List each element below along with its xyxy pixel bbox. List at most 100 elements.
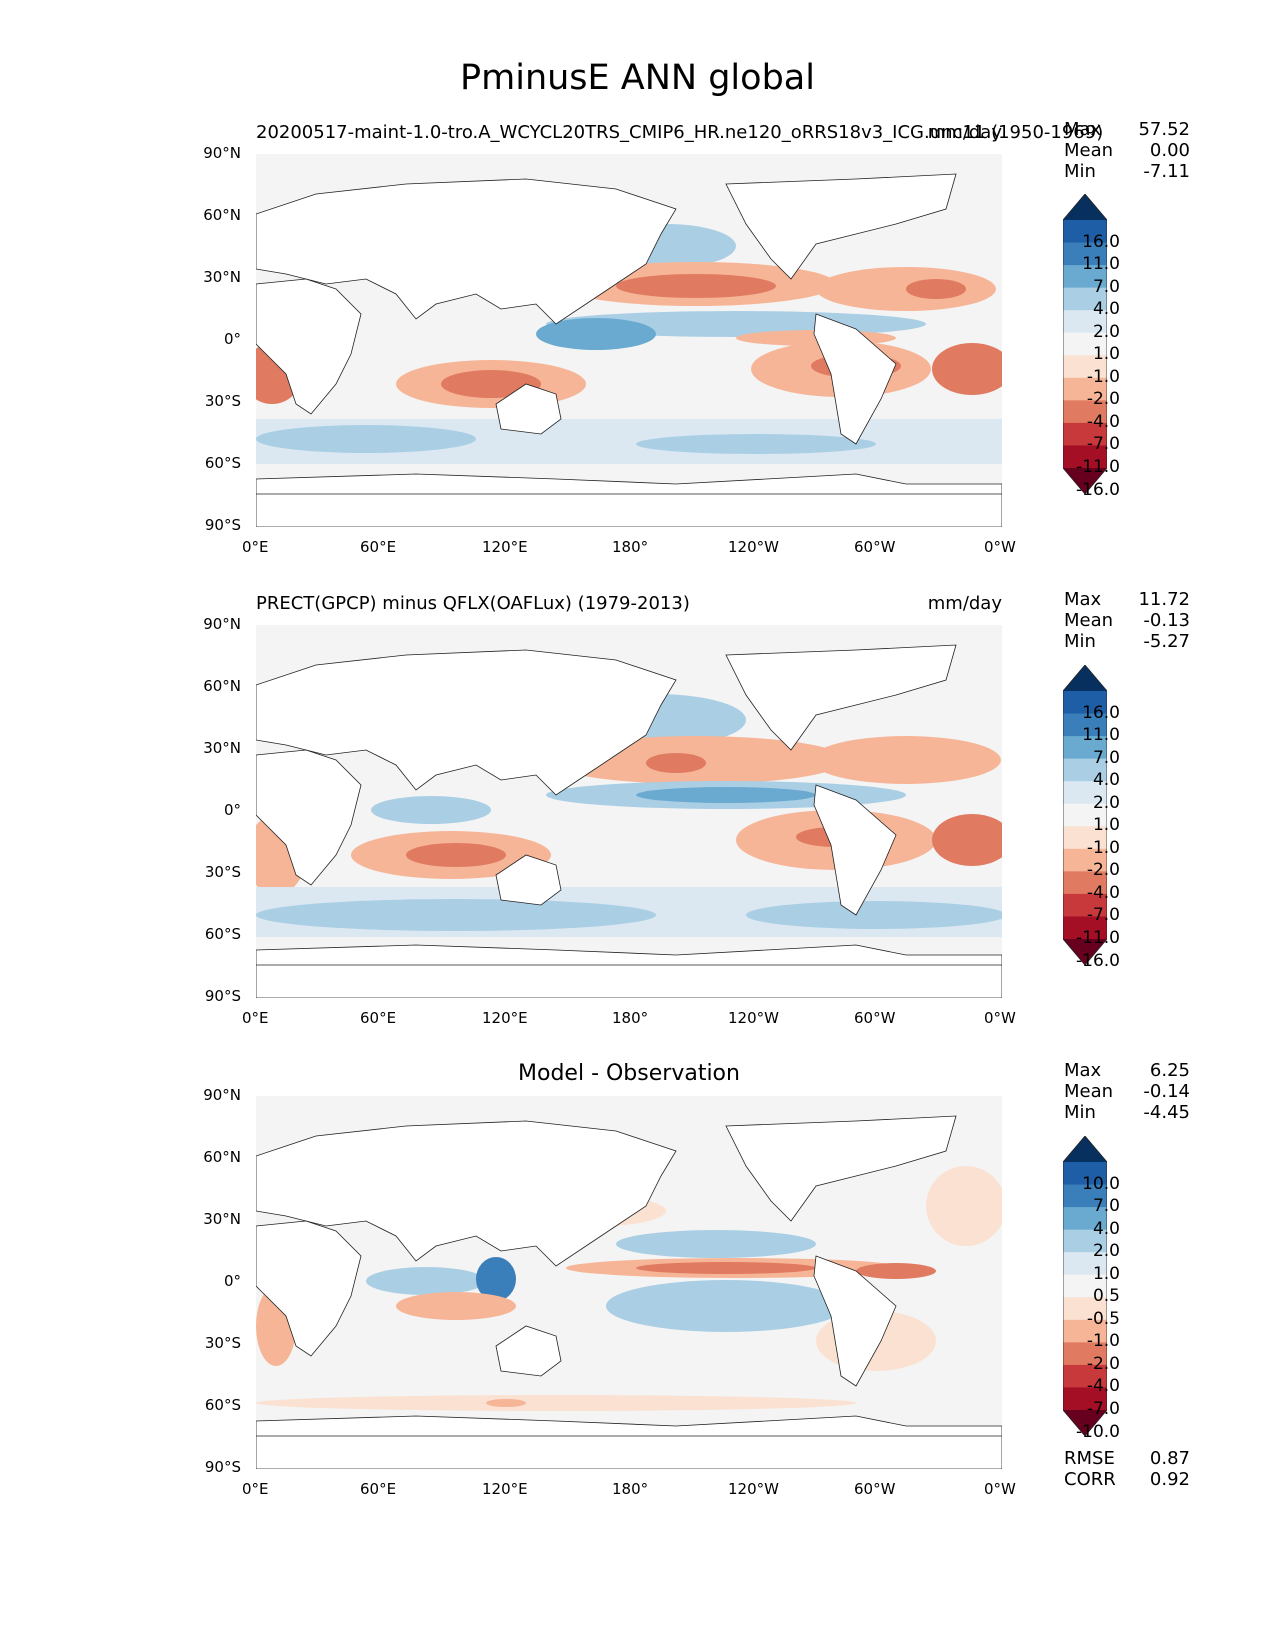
colorbar-tick-label: 2.0 [1092, 321, 1120, 342]
panel3-ytick-1: 60°N [203, 1148, 241, 1166]
colorbar-tick-label: -7.0 [1086, 905, 1120, 926]
colorbar-bin [1063, 445, 1107, 469]
colorbar-bin [1063, 691, 1107, 715]
colorbar-bin [1063, 220, 1107, 244]
panel1-max-label: Max [1064, 119, 1102, 140]
colorbar-bin [1063, 826, 1107, 850]
colorbar-bin [1063, 265, 1107, 289]
panel1-ytick-4: 30°S [204, 392, 241, 410]
panel3-title: Model - Observation [518, 1061, 740, 1086]
panel2-xtick-0: 0°E [242, 1009, 269, 1027]
panel3-mean-value: -0.14 [1143, 1081, 1190, 1102]
colorbar-tick-label: 2.0 [1092, 792, 1120, 813]
panel2-xtick-5: 60°W [854, 1009, 896, 1027]
colorbar-bin [1063, 1342, 1107, 1366]
colorbar-tick-label: 4.0 [1092, 770, 1120, 791]
panel2-max-value: 11.72 [1138, 589, 1190, 610]
panel3-xtick-4: 120°W [728, 1480, 779, 1498]
rmse-value: 0.87 [1149, 1448, 1190, 1469]
panel1-min-label: Min [1064, 161, 1096, 182]
panel2-colorbar [1063, 665, 1107, 965]
colorbar-bin [1063, 1252, 1107, 1276]
panel2-min-label: Min [1064, 631, 1096, 652]
colorbar-bin [1063, 287, 1107, 311]
panel1-mean-value: 0.00 [1149, 140, 1190, 161]
panel1-coastlines [256, 173, 1002, 527]
colorbar-tick-label: -2.0 [1086, 860, 1120, 881]
colorbar-tick-label: -1.0 [1086, 837, 1120, 858]
colorbar-bin [1063, 736, 1107, 760]
panel1-ytick-0: 90°N [203, 144, 241, 162]
colorbar-tick-label: -1.0 [1086, 1331, 1120, 1352]
panel2-xtick-2: 120°E [482, 1009, 528, 1027]
colorbar-bin [1063, 400, 1107, 424]
panel1-units: mm/day [927, 122, 1002, 143]
figure-title: PminusE ANN global [460, 58, 815, 98]
colorbar-bin [1063, 1207, 1107, 1231]
panel3-ytick-3: 0° [223, 1272, 241, 1290]
corr-value: 0.92 [1149, 1469, 1190, 1490]
colorbar-bin [1063, 377, 1107, 401]
colorbar-tick-label: 2.0 [1092, 1241, 1120, 1262]
panel2-xtick-6: 0°W [984, 1009, 1016, 1027]
panel2-title: PRECT(GPCP) minus QFLX(OAFLux) (1979-201… [256, 593, 690, 614]
panel2-ytick-0: 90°N [203, 615, 241, 633]
colorbar-tick-label: 1.0 [1092, 1263, 1120, 1284]
panel2-units: mm/day [927, 593, 1002, 614]
colorbar-bin [1063, 803, 1107, 827]
colorbar-bin [1063, 242, 1107, 266]
colorbar-bin [1063, 848, 1107, 872]
colorbar-bin [1063, 1229, 1107, 1253]
panel1-title: 20200517-maint-1.0-tro.A_WCYCL20TRS_CMIP… [256, 122, 1104, 143]
panel3-coastlines [256, 1115, 1002, 1469]
colorbar-tick-label: 4.0 [1092, 1218, 1120, 1239]
colorbar-tick-label: -2.0 [1086, 1353, 1120, 1374]
colorbar-tick-label: 7.0 [1092, 747, 1120, 768]
panel1-xtick-5: 60°W [854, 538, 896, 556]
colorbar-tick-label: -16.0 [1076, 479, 1120, 500]
colorbar-bin [1063, 916, 1107, 940]
colorbar-bin [1063, 310, 1107, 334]
colorbar-tick-label: 1.0 [1092, 344, 1120, 365]
rmse-label: RMSE [1064, 1448, 1115, 1469]
panel1-map [256, 154, 1002, 527]
panel2-ytick-4: 30°S [204, 863, 241, 881]
colorbar-bin [1063, 1387, 1107, 1411]
panel3-ytick-4: 30°S [204, 1334, 241, 1352]
panel3-mean-label: Mean [1064, 1081, 1114, 1102]
colorbar-tick-label: 16.0 [1082, 702, 1120, 723]
colorbar-extend-top [1063, 665, 1107, 691]
panel3-xtick-2: 120°E [482, 1480, 528, 1498]
colorbar-tick-label: -0.5 [1086, 1308, 1120, 1329]
colorbar-tick-label: -4.0 [1086, 882, 1120, 903]
panel2-max-label: Max [1064, 589, 1102, 610]
colorbar-bin [1063, 422, 1107, 446]
colorbar-tick-label: -11.0 [1076, 457, 1120, 477]
panel3-xtick-0: 0°E [242, 1480, 269, 1498]
panel3-max-label: Max [1064, 1060, 1102, 1081]
panel2-map [256, 625, 1002, 998]
panel1-ytick-1: 60°N [203, 206, 241, 224]
colorbar-bin [1063, 893, 1107, 917]
colorbar-bin [1063, 355, 1107, 379]
colorbar-tick-label: -16.0 [1076, 950, 1120, 971]
panel2-xtick-4: 120°W [728, 1009, 779, 1027]
colorbar-tick-label: 7.0 [1092, 1196, 1120, 1217]
corr-label: CORR [1064, 1469, 1116, 1490]
colorbar-tick-label: 10.0 [1082, 1173, 1120, 1194]
colorbar-bin [1063, 1364, 1107, 1388]
panel1-xtick-6: 0°W [984, 538, 1016, 556]
colorbar-tick-label: -4.0 [1086, 411, 1120, 432]
colorbar-bin [1063, 1162, 1107, 1186]
panel1-max-value: 57.52 [1138, 119, 1190, 140]
colorbar-bin [1063, 758, 1107, 782]
colorbar-extend-bottom [1063, 1410, 1107, 1436]
panel3-colorbar [1063, 1136, 1107, 1436]
panel3-min-value: -4.45 [1143, 1102, 1190, 1123]
colorbar-bin [1063, 713, 1107, 737]
colorbar-bin [1063, 871, 1107, 895]
colorbar-tick-label: -1.0 [1086, 366, 1120, 387]
panel2-ytick-2: 30°N [203, 739, 241, 757]
panel3-map [256, 1096, 1002, 1469]
colorbar-tick-label: 11.0 [1082, 725, 1120, 746]
